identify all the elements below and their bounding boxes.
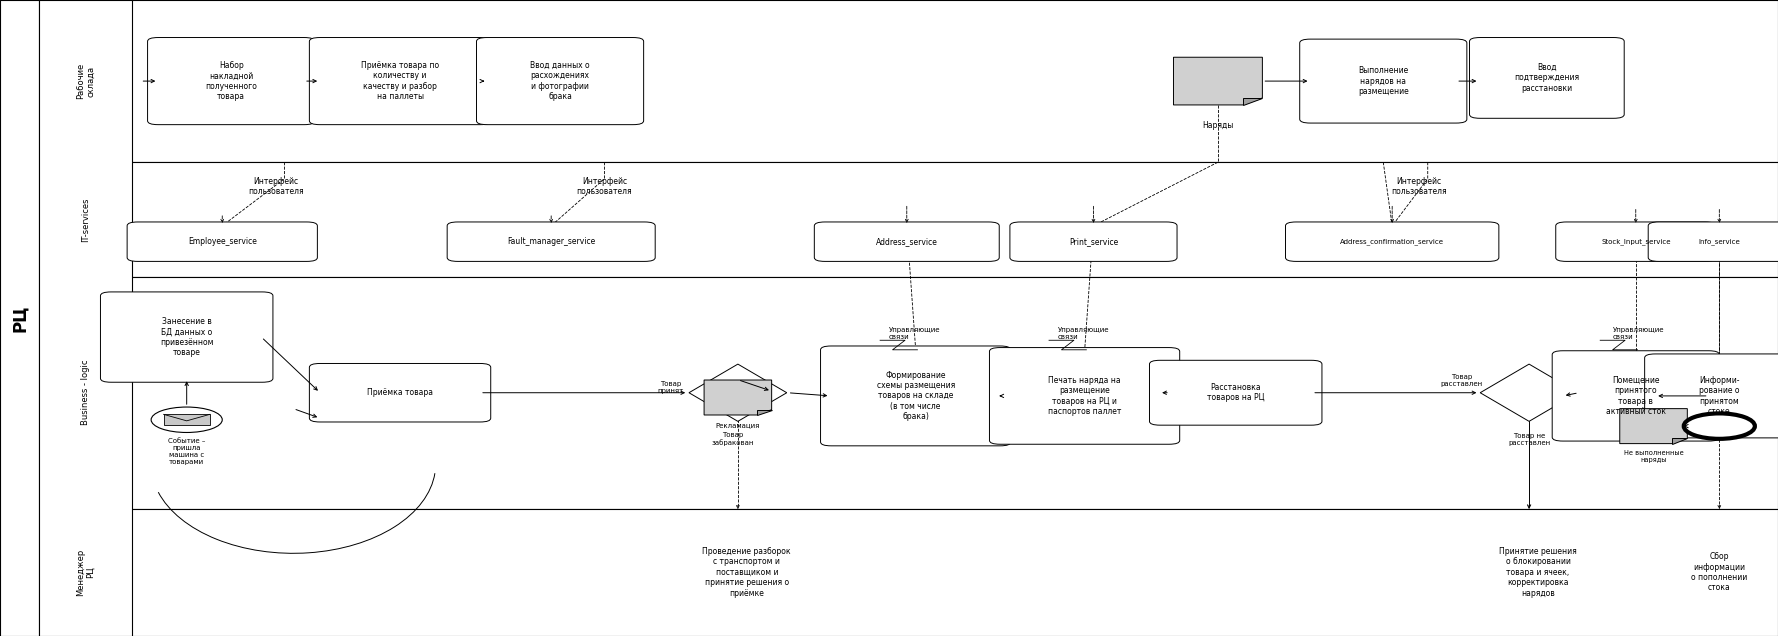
- Bar: [39, 0, 1778, 162]
- Text: Печать наряда на
размещение
товаров на РЦ и
паспортов паллет: Печать наряда на размещение товаров на Р…: [1047, 376, 1122, 416]
- Text: Товар
расставлен: Товар расставлен: [1440, 373, 1483, 387]
- Text: Набор
накладной
полученного
товара: Набор накладной полученного товара: [204, 61, 258, 101]
- Text: Проведение разборок
с транспортом и
поставщиком и
принятие решения о
приёмке: Проведение разборок с транспортом и пост…: [702, 547, 791, 598]
- FancyBboxPatch shape: [100, 292, 274, 382]
- FancyBboxPatch shape: [1469, 38, 1625, 118]
- FancyBboxPatch shape: [821, 346, 1010, 446]
- Polygon shape: [1673, 438, 1687, 444]
- Text: Business - logic: Business - logic: [80, 360, 91, 425]
- FancyBboxPatch shape: [448, 222, 654, 261]
- Text: Помещение
принятого
товара в
активный сток: Помещение принятого товара в активный ст…: [1606, 376, 1666, 416]
- FancyBboxPatch shape: [1556, 222, 1716, 261]
- Text: Управляющие
связи: Управляющие связи: [889, 328, 941, 340]
- Text: Print_service: Print_service: [1069, 237, 1118, 246]
- Circle shape: [151, 407, 222, 432]
- Polygon shape: [1243, 98, 1262, 105]
- Text: Принятие решения
о блокировании
товара и ячеек,
корректировка
нарядов: Принятие решения о блокировании товара и…: [1499, 547, 1577, 598]
- Bar: [164, 415, 210, 425]
- Text: РЦ: РЦ: [11, 304, 28, 332]
- Text: Товар
забракован: Товар забракован: [711, 432, 754, 446]
- Text: Интерфейс
пользователя: Интерфейс пользователя: [1390, 177, 1447, 196]
- Circle shape: [1684, 413, 1755, 439]
- Bar: [39, 162, 1778, 277]
- Text: Менеджер
РЦ: Менеджер РЦ: [76, 549, 94, 596]
- Text: Employee_service: Employee_service: [188, 237, 256, 246]
- Text: Расстановка
товаров на РЦ: Расстановка товаров на РЦ: [1207, 383, 1264, 403]
- Polygon shape: [1479, 364, 1579, 422]
- Text: Address_confirmation_service: Address_confirmation_service: [1341, 238, 1444, 245]
- Bar: [39, 277, 1778, 509]
- Text: Управляющие
связи: Управляющие связи: [1613, 328, 1664, 340]
- Text: Занесение в
БД данных о
привезённом
товаре: Занесение в БД данных о привезённом това…: [160, 317, 213, 357]
- Text: Не выполненные
наряды: Не выполненные наряды: [1623, 450, 1684, 463]
- FancyBboxPatch shape: [477, 38, 644, 125]
- FancyBboxPatch shape: [1645, 354, 1778, 438]
- Polygon shape: [688, 364, 786, 422]
- Text: Приёмка товара по
количеству и
качеству и разбор
на паллеты: Приёмка товара по количеству и качеству …: [361, 61, 439, 101]
- FancyBboxPatch shape: [148, 38, 315, 125]
- Text: Ввод
подтверждения
расстановки: Ввод подтверждения расстановки: [1515, 63, 1579, 93]
- Text: Наряды: Наряды: [1202, 121, 1234, 130]
- Text: Интерфейс
пользователя: Интерфейс пользователя: [247, 177, 304, 196]
- Text: Сбор
информации
о пополнении
стока: Сбор информации о пополнении стока: [1691, 552, 1748, 593]
- Bar: [39, 0, 132, 636]
- FancyBboxPatch shape: [1648, 222, 1778, 261]
- Text: Рекламация: Рекламация: [717, 422, 759, 427]
- FancyBboxPatch shape: [1010, 222, 1177, 261]
- Text: Формирование
схемы размещения
товаров на складе
(в том числе
брака): Формирование схемы размещения товаров на…: [877, 371, 955, 421]
- Text: Ввод данных о
расхождениях
и фотографии
брака: Ввод данных о расхождениях и фотографии …: [530, 61, 590, 101]
- FancyBboxPatch shape: [1552, 351, 1719, 441]
- Text: Info_service: Info_service: [1698, 238, 1741, 245]
- FancyBboxPatch shape: [814, 222, 999, 261]
- Polygon shape: [704, 380, 772, 415]
- Text: Рабочие
склада: Рабочие склада: [76, 63, 94, 99]
- FancyBboxPatch shape: [1285, 222, 1499, 261]
- Polygon shape: [757, 410, 772, 415]
- Text: Приёмка товара: Приёмка товара: [366, 388, 434, 398]
- FancyBboxPatch shape: [1149, 360, 1321, 425]
- Polygon shape: [1173, 57, 1262, 105]
- Bar: [0, 0, 39, 636]
- FancyBboxPatch shape: [309, 38, 491, 125]
- FancyBboxPatch shape: [989, 347, 1179, 445]
- Text: Управляющие
связи: Управляющие связи: [1058, 328, 1109, 340]
- FancyBboxPatch shape: [309, 363, 491, 422]
- Text: Информи-
рование о
принятом
стоке: Информи- рование о принятом стоке: [1700, 376, 1739, 416]
- FancyBboxPatch shape: [1300, 39, 1467, 123]
- Text: Товар не
расставлен: Товар не расставлен: [1508, 432, 1550, 446]
- Text: Интерфейс
пользователя: Интерфейс пользователя: [576, 177, 633, 196]
- Text: Address_service: Address_service: [877, 237, 937, 246]
- Text: Fault_manager_service: Fault_manager_service: [507, 237, 596, 246]
- Polygon shape: [1620, 409, 1687, 444]
- Text: IT-services: IT-services: [80, 197, 91, 242]
- Text: Товар
принят: Товар принят: [658, 381, 683, 394]
- Text: Событие –
пришла
машина с
товарами: Событие – пришла машина с товарами: [167, 438, 206, 464]
- FancyBboxPatch shape: [128, 222, 316, 261]
- Text: Stock_Input_service: Stock_Input_service: [1600, 238, 1671, 245]
- Bar: [39, 509, 1778, 636]
- Text: Выполнение
нарядов на
размещение: Выполнение нарядов на размещение: [1358, 66, 1408, 96]
